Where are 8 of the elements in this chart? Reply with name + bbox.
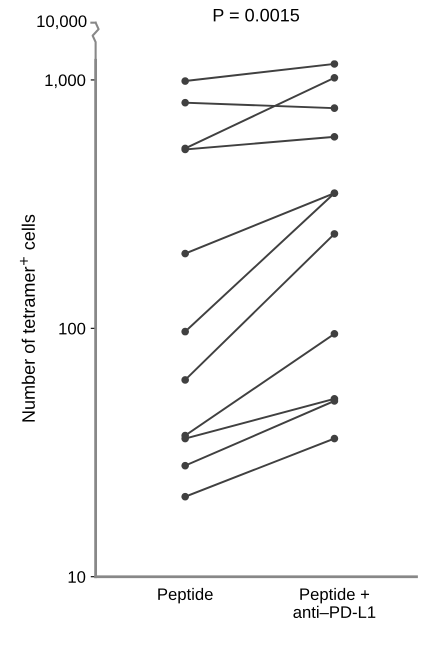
y-tick-label: 1,000 bbox=[45, 74, 86, 88]
chart-title: P = 0.0015 bbox=[214, 8, 300, 22]
text: 10,000 bbox=[37, 15, 86, 30]
y-axis-title: Number of tetramer$^{+}$ cells bbox=[20, 214, 35, 422]
y-tick-label: 100 bbox=[59, 322, 86, 335]
y-tick-label: 10 bbox=[68, 571, 86, 583]
x-tick-label: Peptide bbox=[158, 588, 213, 604]
x-tick-label: Peptide + anti–PD-L1 bbox=[293, 588, 376, 618]
